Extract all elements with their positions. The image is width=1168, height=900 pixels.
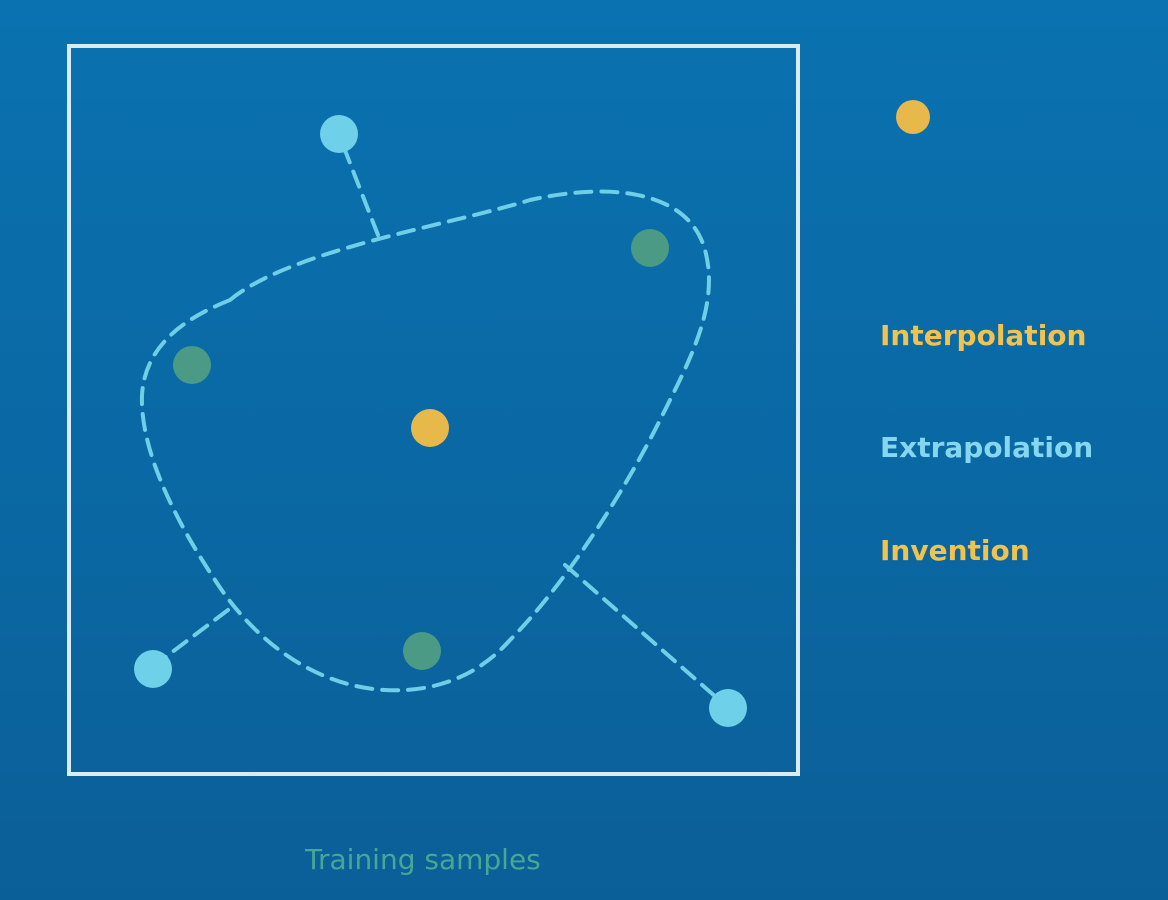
extrapolation-link-bottom-right — [563, 563, 727, 707]
legend-extrapolation: Extrapolation — [880, 431, 1094, 464]
extrapolation-link-top — [339, 138, 380, 237]
invention-dot — [896, 100, 930, 134]
extrapolation-dot — [709, 689, 747, 727]
training-samples-caption: Training samples — [305, 843, 541, 876]
interpolation-dot — [411, 409, 449, 447]
training-sample-dot — [631, 229, 669, 267]
data-boundary-curve — [139, 189, 711, 693]
training-sample-dot — [173, 346, 211, 384]
extrapolation-link-bottom-left — [153, 608, 230, 667]
training-sample-dot — [403, 632, 441, 670]
legend-invention: Invention — [880, 534, 1030, 567]
training-domain-frame — [67, 44, 800, 776]
legend-interpolation: Interpolation — [880, 319, 1087, 352]
extrapolation-dot — [134, 650, 172, 688]
extrapolation-dot — [320, 115, 358, 153]
